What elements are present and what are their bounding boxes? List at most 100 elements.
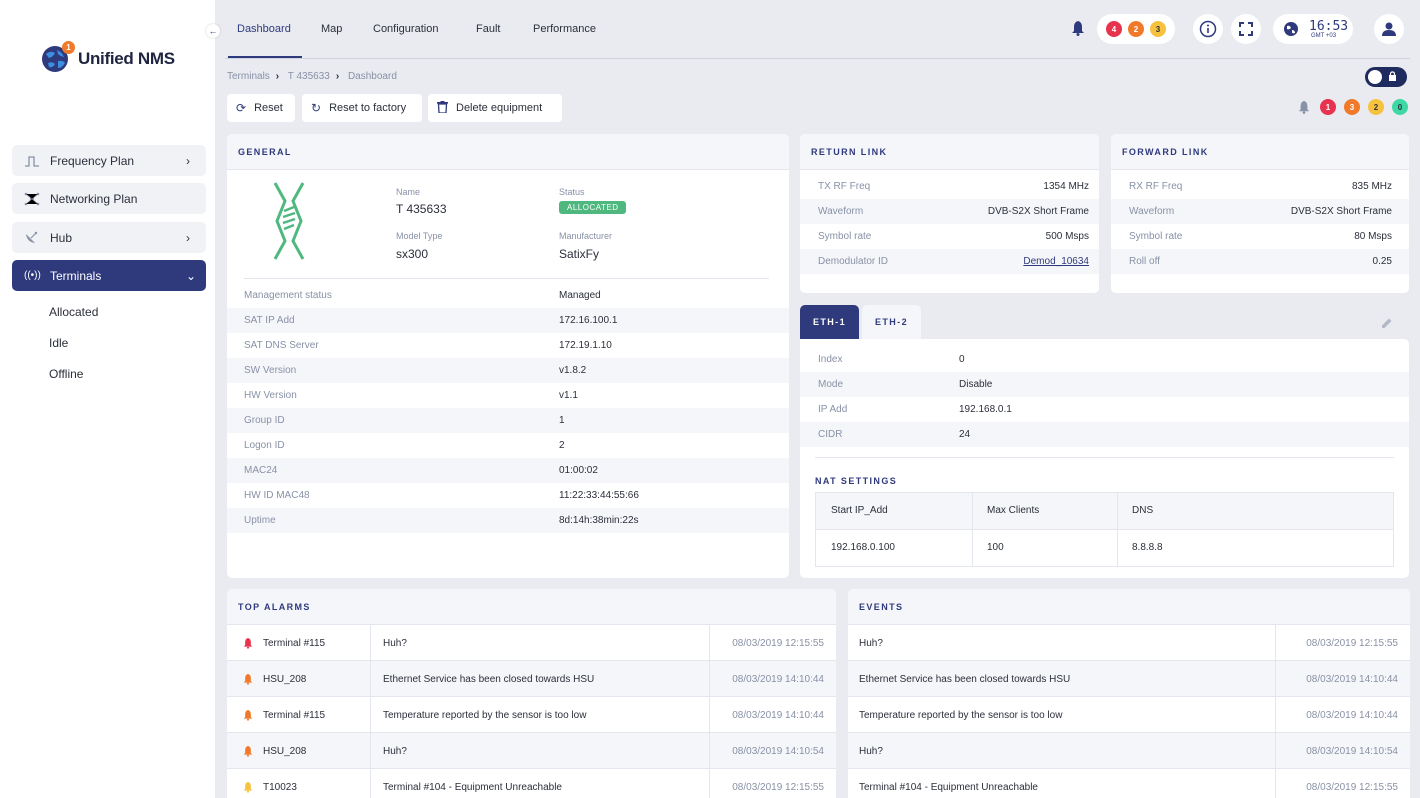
eth-card: Index 0 Mode Disable IP Add 192.168.0.1 CID… [800, 339, 1409, 578]
column-divider [1275, 625, 1276, 661]
reset-factory-icon: ↻ [311, 101, 322, 115]
divider [244, 278, 769, 279]
row-key: Waveform [1129, 206, 1175, 217]
chevron-right-icon: › [275, 71, 280, 82]
event-message: Ethernet Service has been closed towards… [859, 673, 1071, 685]
row-key: Group ID [244, 415, 285, 426]
column-divider [709, 661, 710, 697]
event-row[interactable]: Ethernet Service has been closed towards… [848, 661, 1410, 697]
nat-table: Start IP_Add Max Clients DNS 192.168.0.1… [815, 492, 1394, 567]
status-value: ALLOCATED [559, 201, 627, 214]
event-time: 08/03/2019 12:15:55 [1306, 781, 1398, 793]
eth-row: Mode Disable [800, 372, 1409, 397]
alarm-row[interactable]: T10023 Terminal #104 - Equipment Unreacha… [227, 769, 836, 798]
column-divider [1275, 733, 1276, 769]
event-row[interactable]: Terminal #104 - Equipment Unreachable 08/… [848, 769, 1410, 798]
status-bell-icon [1298, 100, 1310, 117]
tab-fault[interactable]: Fault [476, 23, 501, 35]
tab-map[interactable]: Map [321, 23, 343, 35]
info-icon[interactable] [1193, 14, 1223, 44]
row-key: IP Add [818, 404, 848, 415]
lock-toggle[interactable] [1365, 67, 1407, 87]
general-card: GENERAL Name T 435633 Status ALLOCATED M… [227, 134, 789, 578]
general-row: SAT DNS Server 172.19.1.10 [227, 333, 789, 358]
alarm-row[interactable]: HSU_208 Ethernet Service has been closed … [227, 661, 836, 697]
app-logo[interactable]: 1 Unified NMS [40, 41, 175, 74]
user-avatar-icon[interactable] [1374, 14, 1404, 44]
row-value: 01:00:02 [559, 465, 598, 476]
row-key: SAT IP Add [244, 315, 295, 326]
event-row[interactable]: Huh? 08/03/2019 14:10:54 [848, 733, 1410, 769]
event-time: 08/03/2019 14:10:54 [1306, 745, 1398, 757]
fullscreen-icon[interactable] [1231, 14, 1261, 44]
row-value: 80 Msps [1354, 231, 1392, 242]
sidebar-item-terminals[interactable]: ((•)) Terminals ⌄ [12, 260, 206, 291]
sidebar-item-label: Frequency Plan [50, 153, 135, 168]
column-divider [370, 697, 371, 733]
general-row: Management status Managed [227, 283, 789, 308]
demodulator-link[interactable]: Demod_10634 [1023, 256, 1089, 267]
row-value: 24 [959, 429, 971, 440]
tab-configuration[interactable]: Configuration [373, 23, 439, 35]
minor-alarm-count: 3 [1150, 21, 1166, 37]
sidebar-subitem-idle[interactable]: Idle [49, 336, 69, 350]
tab-eth-1[interactable]: ETH-1 [800, 305, 859, 339]
nat-header-start-ip: Start IP_Add [831, 505, 888, 516]
edit-pencil-icon[interactable] [1381, 317, 1393, 332]
row-key: Roll off [1129, 256, 1160, 267]
lock-icon [1388, 71, 1397, 83]
return-link-row: Symbol rate 500 Msps [800, 224, 1099, 249]
toggle-knob [1368, 70, 1382, 84]
clock-widget[interactable]: 16:53 GMT +03 [1273, 14, 1353, 44]
delete-label: Delete equipment [456, 102, 543, 114]
forward-link-row: RX RF Freq 835 MHz [1111, 174, 1409, 199]
row-value: v1.8.2 [559, 365, 587, 376]
alarm-time: 08/03/2019 12:15:55 [732, 781, 824, 793]
reset-to-factory-button[interactable]: ↻ Reset to factory [302, 94, 422, 122]
sidebar-item-networking-plan[interactable]: Networking Plan [12, 183, 206, 214]
nat-settings-title: NAT SETTINGS [815, 476, 898, 486]
event-row[interactable]: Temperature reported by the sensor is to… [848, 697, 1410, 733]
row-value: Managed [559, 290, 601, 301]
row-key: HW ID MAC48 [244, 490, 310, 501]
alarm-bell-icon [243, 697, 253, 733]
sidebar-item-frequency-plan[interactable]: Frequency Plan › [12, 145, 206, 176]
row-value: DVB-S2X Short Frame [1290, 206, 1392, 217]
tab-performance[interactable]: Performance [533, 23, 596, 35]
breadcrumb-item[interactable]: T 435633 [287, 71, 330, 82]
reset-button[interactable]: ⟳ Reset [227, 94, 295, 122]
sidebar-item-label: Terminals [50, 268, 102, 283]
row-key: CIDR [818, 429, 843, 440]
alarm-row[interactable]: Terminal #115 Huh? 08/03/2019 12:15:55 [227, 625, 836, 661]
breadcrumb-item[interactable]: Terminals [227, 71, 270, 82]
model-type: sx300 [396, 247, 429, 261]
sidebar-subitem-offline[interactable]: Offline [49, 367, 84, 381]
delete-equipment-button[interactable]: Delete equipment [428, 94, 562, 122]
bell-icon[interactable] [1071, 20, 1085, 41]
alarm-summary[interactable]: 4 2 3 [1097, 14, 1175, 44]
globe-icon: 1 [40, 41, 75, 74]
column-divider [370, 625, 371, 661]
event-row[interactable]: Huh? 08/03/2019 12:15:55 [848, 625, 1410, 661]
alarm-row[interactable]: Terminal #115 Temperature reported by the… [227, 697, 836, 733]
manufacturer-label: Manufacturer [559, 231, 613, 241]
column-divider [972, 493, 973, 566]
sidebar-subitem-allocated[interactable]: Allocated [49, 305, 99, 319]
alarm-message: Terminal #104 - Equipment Unreachable [383, 781, 562, 793]
column-divider [1275, 661, 1276, 697]
alarm-source: Terminal #115 [263, 709, 326, 721]
tab-eth-2[interactable]: ETH-2 [862, 305, 921, 339]
sidebar-item-hub[interactable]: Hub › [12, 222, 206, 253]
critical-alarm-count: 4 [1106, 21, 1122, 37]
alarm-message: Ethernet Service has been closed towards… [383, 673, 595, 685]
tab-dashboard[interactable]: Dashboard [237, 23, 291, 35]
wave-icon [24, 154, 46, 168]
alarm-row[interactable]: HSU_208 Huh? 08/03/2019 14:10:54 [227, 733, 836, 769]
row-value: Disable [959, 379, 993, 390]
divider [815, 457, 1394, 458]
alarm-message: Huh? [383, 637, 407, 649]
return-link-row: Waveform DVB-S2X Short Frame [800, 199, 1099, 224]
collapse-sidebar-icon[interactable]: ← [206, 24, 220, 38]
chevron-right-icon: › [186, 153, 190, 168]
column-divider [709, 697, 710, 733]
